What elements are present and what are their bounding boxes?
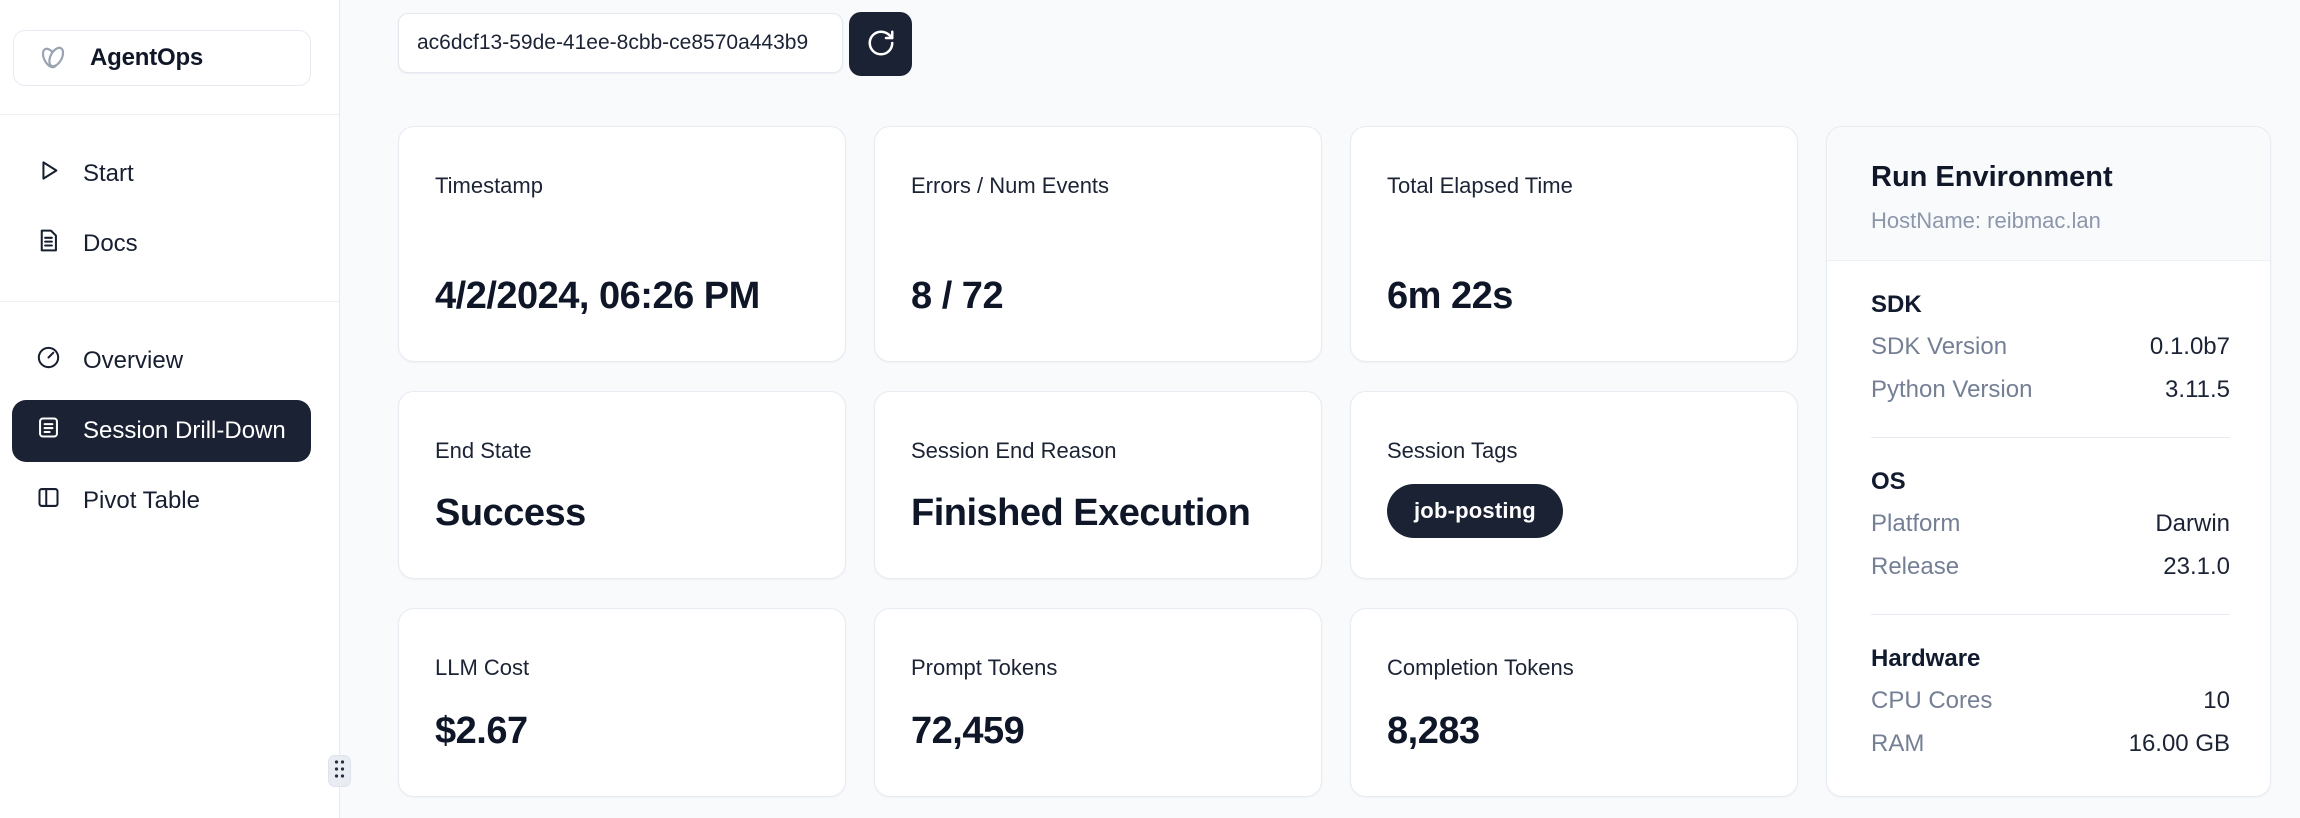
env-row-value: 23.1.0	[2163, 553, 2230, 580]
run-environment-body: SDK SDK Version 0.1.0b7 Python Version 3…	[1827, 261, 2270, 765]
sidebar-item-label: Start	[83, 160, 134, 187]
stat-label: Errors / Num Events	[911, 173, 1110, 198]
session-topbar	[398, 12, 2273, 76]
run-environment-panel: Run Environment HostName: reibmac.lan SD…	[1826, 126, 2271, 797]
env-row-value: Darwin	[2155, 510, 2230, 537]
stat-label: Session Tags	[1387, 438, 1518, 463]
stat-card-llm-cost: LLM Cost $2.67	[398, 608, 846, 797]
stat-card-completion-tokens: Completion Tokens 8,283	[1350, 608, 1798, 797]
stat-value: Finished Execution	[911, 492, 1251, 535]
sidebar-item-pivot-table[interactable]: Pivot Table	[12, 470, 311, 532]
agentops-loops-logo-icon	[36, 39, 70, 78]
stat-card-end-state: End State Success	[398, 391, 846, 579]
sidebar-nav-secondary: Overview Session Drill-Down Pivot Table	[0, 302, 339, 532]
stat-value: $2.67	[435, 710, 528, 753]
env-row: Release 23.1.0	[1871, 545, 2230, 588]
stat-card-session-tags: Session Tags job-posting	[1350, 391, 1798, 579]
stat-value: 72,459	[911, 710, 1025, 753]
env-section-rows: CPU Cores 10 RAM 16.00 GB	[1871, 679, 2230, 765]
env-row-label: RAM	[1871, 730, 1925, 757]
sidebar-item-label: Docs	[83, 230, 138, 257]
sidebar-item-overview[interactable]: Overview	[12, 330, 311, 392]
env-row: Python Version 3.11.5	[1871, 368, 2230, 411]
stat-label: Prompt Tokens	[911, 655, 1058, 680]
stat-card-total-elapsed-time: Total Elapsed Time 6m 22s	[1350, 126, 1798, 362]
stat-value: 4/2/2024, 06:26 PM	[435, 275, 760, 318]
stats-grid: Timestamp 4/2/2024, 06:26 PM Errors / Nu…	[398, 126, 2273, 797]
session-id-input[interactable]	[398, 13, 843, 73]
sidebar-item-session-drill-down[interactable]: Session Drill-Down	[12, 400, 311, 462]
sidebar-resize-handle[interactable]	[328, 755, 351, 787]
stat-value: 6m 22s	[1387, 275, 1513, 318]
stat-card-timestamp: Timestamp 4/2/2024, 06:26 PM	[398, 126, 846, 362]
sidebar: AgentOps Start Docs	[0, 0, 351, 818]
env-row: CPU Cores 10	[1871, 679, 2230, 722]
env-section-heading-os: OS	[1871, 468, 1906, 495]
stat-value: Success	[435, 492, 586, 535]
env-row: Platform Darwin	[1871, 502, 2230, 545]
sidebar-nav-primary: Start Docs	[0, 115, 339, 275]
sidebar-divider	[0, 301, 339, 302]
stat-label: End State	[435, 438, 532, 463]
hostname-text: HostName: reibmac.lan	[1871, 208, 2101, 233]
env-section-rows: SDK Version 0.1.0b7 Python Version 3.11.…	[1871, 325, 2230, 411]
stat-label: Session End Reason	[911, 438, 1117, 463]
brand-logo-box[interactable]: AgentOps	[13, 30, 311, 86]
env-row-value: 10	[2203, 687, 2230, 714]
sidebar-item-label: Pivot Table	[83, 487, 200, 514]
env-section-heading-sdk: SDK	[1871, 291, 1922, 318]
env-row-label: Release	[1871, 553, 1960, 580]
sidebar-item-label: Overview	[83, 347, 184, 374]
stat-label: Total Elapsed Time	[1387, 173, 1573, 198]
journal-icon	[35, 414, 62, 448]
grip-dots-icon	[333, 758, 346, 785]
refresh-icon	[866, 28, 896, 61]
sidebar-divider	[0, 114, 339, 115]
sidebar-item-label: Session Drill-Down	[83, 417, 286, 444]
sidebar-item-docs[interactable]: Docs	[12, 213, 311, 275]
env-section-rows: Platform Darwin Release 23.1.0	[1871, 502, 2230, 588]
session-tag-badge: job-posting	[1387, 484, 1563, 538]
refresh-button[interactable]	[849, 12, 912, 76]
stat-label: LLM Cost	[435, 655, 530, 680]
env-row-value: 3.11.5	[2165, 376, 2230, 403]
session-tags-row: job-posting	[1387, 484, 1761, 538]
env-row-label: Python Version	[1871, 376, 2033, 403]
stat-card-prompt-tokens: Prompt Tokens 72,459	[874, 608, 1322, 797]
stat-label: Completion Tokens	[1387, 655, 1574, 680]
stat-value: 8 / 72	[911, 275, 1004, 318]
document-icon	[35, 227, 62, 261]
env-section-heading-hardware: Hardware	[1871, 645, 1981, 672]
env-row-label: Platform	[1871, 510, 1961, 537]
stat-card-errors-num-events: Errors / Num Events 8 / 72	[874, 126, 1322, 362]
run-environment-header: Run Environment HostName: reibmac.lan	[1827, 127, 2270, 261]
env-row-label: CPU Cores	[1871, 687, 1993, 714]
panel-title: Run Environment	[1871, 161, 2113, 193]
env-row: RAM 16.00 GB	[1871, 722, 2230, 765]
split-layout-icon	[35, 484, 62, 518]
stat-card-session-end-reason: Session End Reason Finished Execution	[874, 391, 1322, 579]
sidebar-item-start[interactable]: Start	[12, 143, 311, 205]
stat-value: 8,283	[1387, 710, 1480, 753]
brand-title: AgentOps	[90, 44, 204, 71]
play-icon	[35, 157, 62, 191]
gauge-icon	[35, 344, 62, 378]
stat-label: Timestamp	[435, 173, 543, 198]
env-section-divider	[1871, 437, 2230, 438]
env-row: SDK Version 0.1.0b7	[1871, 325, 2230, 368]
env-row-label: SDK Version	[1871, 333, 2008, 360]
env-row-value: 16.00 GB	[2128, 730, 2230, 757]
main-content: Timestamp 4/2/2024, 06:26 PM Errors / Nu…	[340, 0, 2300, 818]
env-row-value: 0.1.0b7	[2149, 333, 2230, 360]
env-section-divider	[1871, 614, 2230, 615]
